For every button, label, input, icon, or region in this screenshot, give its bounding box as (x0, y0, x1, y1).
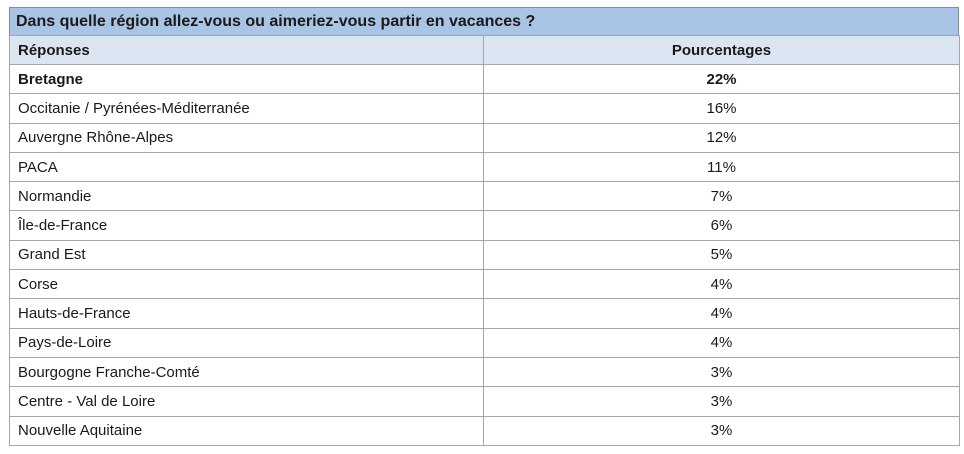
header-row: Réponses Pourcentages (9, 35, 960, 65)
region-cell: Nouvelle Aquitaine (9, 415, 484, 446)
percentage-cell: 3% (483, 415, 960, 446)
region-cell: Corse (9, 269, 484, 300)
table-row: PACA 11% (9, 151, 960, 183)
percentage-cell: 11% (483, 151, 960, 183)
percentage-cell: 4% (483, 269, 960, 300)
table-row: Île-de-France 6% (9, 210, 960, 241)
region-cell: Bretagne (9, 63, 484, 95)
results-table: Réponses Pourcentages Bretagne 22% Occit… (9, 35, 960, 446)
percentage-cell: 16% (483, 93, 960, 124)
table-row: Grand Est 5% (9, 239, 960, 271)
region-cell: Auvergne Rhône-Alpes (9, 122, 484, 153)
region-cell: PACA (9, 151, 484, 183)
region-cell: Centre - Val de Loire (9, 386, 484, 417)
region-cell: Grand Est (9, 239, 484, 271)
table-row: Centre - Val de Loire 3% (9, 386, 960, 417)
region-cell: Normandie (9, 181, 484, 212)
percentage-cell: 6% (483, 210, 960, 241)
percentage-cell: 4% (483, 327, 960, 358)
percentage-cell: 12% (483, 122, 960, 153)
region-cell: Bourgogne Franche-Comté (9, 356, 484, 388)
percentage-cell: 22% (483, 63, 960, 95)
table-row: Bourgogne Franche-Comté 3% (9, 356, 960, 388)
region-cell: Occitanie / Pyrénées-Méditerranée (9, 93, 484, 124)
table-row: Normandie 7% (9, 181, 960, 212)
table-row: Pays-de-Loire 4% (9, 327, 960, 358)
table-row: Corse 4% (9, 269, 960, 300)
survey-table-container: Dans quelle région allez-vous ou aimerie… (9, 7, 960, 446)
table-row: Hauts-de-France 4% (9, 298, 960, 329)
table-title: Dans quelle région allez-vous ou aimerie… (9, 7, 959, 35)
percentage-cell: 3% (483, 386, 960, 417)
table-row: Occitanie / Pyrénées-Méditerranée 16% (9, 93, 960, 124)
region-cell: Île-de-France (9, 210, 484, 241)
percentage-cell: 3% (483, 356, 960, 388)
table-row: Bretagne 22% (9, 63, 960, 95)
region-cell: Hauts-de-France (9, 298, 484, 329)
region-cell: Pays-de-Loire (9, 327, 484, 358)
percentage-cell: 4% (483, 298, 960, 329)
table-row: Nouvelle Aquitaine 3% (9, 415, 960, 446)
percentage-cell: 5% (483, 239, 960, 271)
table-row: Auvergne Rhône-Alpes 12% (9, 122, 960, 153)
percentage-cell: 7% (483, 181, 960, 212)
column-header-percentages: Pourcentages (483, 35, 960, 65)
column-header-responses: Réponses (9, 35, 484, 65)
